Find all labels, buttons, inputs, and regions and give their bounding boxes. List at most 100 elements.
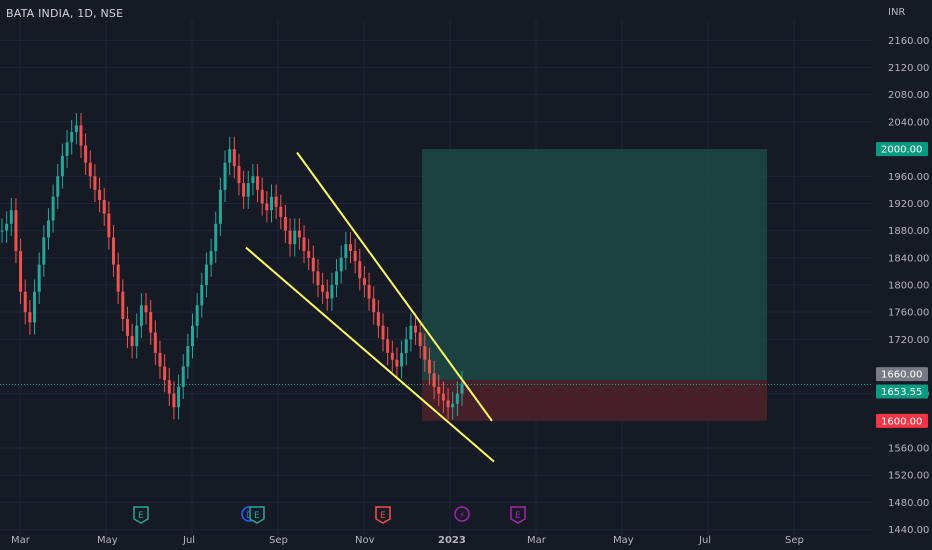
y-tick-label: 2040.00 <box>888 117 929 128</box>
candle-body <box>181 366 185 387</box>
candle-body <box>269 196 273 211</box>
candle-body <box>367 284 371 299</box>
target-price-label: 2000.00 <box>876 142 928 157</box>
candle-body <box>130 335 134 347</box>
candle-body <box>33 291 37 323</box>
candle-body <box>144 305 148 313</box>
candle-body <box>242 183 246 197</box>
y-tick-label: 2080.00 <box>888 90 929 101</box>
candle-body <box>125 318 129 336</box>
candle-body <box>265 203 269 211</box>
candle-body <box>223 162 227 190</box>
candle-body <box>283 217 287 231</box>
candle-body <box>172 393 176 408</box>
candle-body <box>158 352 162 367</box>
y-tick-label: 1880.00 <box>888 226 929 237</box>
candle-body <box>427 359 431 374</box>
candle-body <box>353 251 357 262</box>
candle-body <box>23 291 27 313</box>
candle-body <box>460 383 464 394</box>
candle-body <box>102 200 106 214</box>
candle-body <box>372 298 376 313</box>
stop-zone <box>422 380 767 421</box>
candle-body <box>153 332 157 353</box>
candle-body <box>307 251 311 258</box>
candle-body <box>376 312 380 326</box>
candle-body <box>311 257 315 272</box>
last-price-label-bg <box>876 384 928 399</box>
target-zone <box>422 149 767 381</box>
x-tick-label: Mar <box>527 535 547 546</box>
y-tick-label: 1560.00 <box>888 444 929 455</box>
candle-body <box>414 325 418 333</box>
candle-body <box>293 230 297 245</box>
y-tick-label: 1840.00 <box>888 253 929 264</box>
candle-body <box>423 346 427 360</box>
candle-body <box>191 325 195 347</box>
y-tick-label: 2160.00 <box>888 36 929 47</box>
candle-body <box>321 284 325 292</box>
candle-body <box>14 210 18 252</box>
x-tick-label: May <box>97 535 118 546</box>
event-marker-earnings[interactable]: E <box>133 506 149 524</box>
candle-body <box>390 352 394 360</box>
candle-body <box>251 176 255 184</box>
x-tick-label: Jul <box>698 535 711 546</box>
candle-body <box>455 393 459 404</box>
candle-body <box>135 325 139 347</box>
event-marker-earnings[interactable]: E <box>510 506 526 524</box>
upper-trendline[interactable] <box>296 151 493 422</box>
x-tick-label: May <box>613 535 634 546</box>
candle-body <box>302 237 306 252</box>
target-price-label-text: 2000.00 <box>881 145 922 156</box>
lower-trendline[interactable] <box>245 246 495 463</box>
currency-label: INR <box>888 7 906 18</box>
candle-body <box>260 189 264 204</box>
candle-body <box>88 162 92 177</box>
candle-body <box>395 359 399 367</box>
candle-body <box>42 237 46 265</box>
candle-body <box>46 220 50 238</box>
event-symbol: E <box>380 511 386 521</box>
y-tick-label: 1800.00 <box>888 280 929 291</box>
candle-body <box>9 210 13 224</box>
candle-body <box>186 346 190 367</box>
earnings-icon <box>375 506 391 524</box>
event-marker-earnings[interactable]: E <box>375 506 391 524</box>
candle-body <box>177 386 181 408</box>
candle-body <box>149 312 153 333</box>
event-marker-earnings[interactable]: E <box>249 506 265 524</box>
candle-body <box>84 145 88 163</box>
candle-body <box>209 251 213 265</box>
entry-price-label-text: 1660.00 <box>881 370 922 381</box>
candle-body <box>330 284 334 299</box>
entry-price-label: 1660.00 <box>876 367 928 382</box>
last-price-label-text: 1653.55 <box>881 387 922 398</box>
stop-price-label-bg <box>876 413 928 428</box>
stop-price-label-text: 1600.00 <box>881 416 922 427</box>
candle-body <box>195 305 199 326</box>
x-tick-label: Mar <box>11 535 31 546</box>
y-tick-label: 1760.00 <box>888 308 929 319</box>
split-icon <box>454 506 470 522</box>
candle-body <box>79 125 83 146</box>
candle-body <box>441 393 445 401</box>
candle-body <box>297 230 301 238</box>
candle-body <box>437 386 441 394</box>
candle-body <box>51 196 55 221</box>
candle-body <box>279 206 283 218</box>
event-marker-split[interactable]: ⚡ <box>454 506 470 522</box>
x-tick-label: Sep <box>785 535 804 546</box>
candle-body <box>362 278 366 285</box>
candle-body <box>112 237 116 265</box>
candle-body <box>214 223 218 252</box>
x-tick-label: Nov <box>355 535 375 546</box>
earnings-icon <box>133 506 149 524</box>
candle-body <box>358 261 362 279</box>
candle-body <box>325 291 329 299</box>
candle-body <box>446 400 450 408</box>
y-tick-label: 1480.00 <box>888 498 929 509</box>
candle-body <box>344 244 348 258</box>
y-tick-label: 1520.00 <box>888 471 929 482</box>
